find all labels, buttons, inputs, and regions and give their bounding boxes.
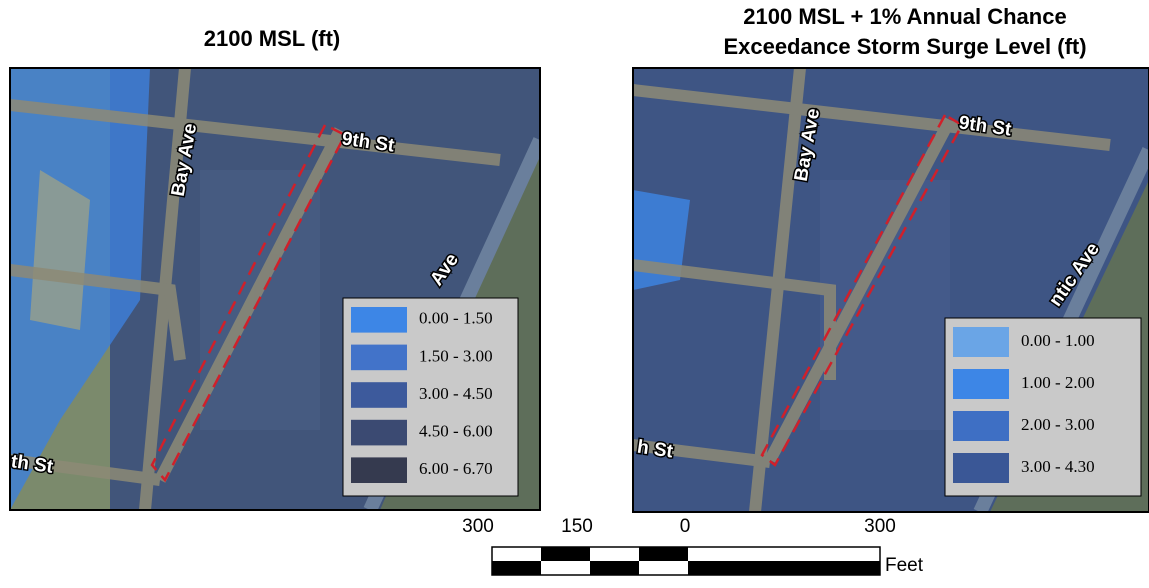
- legend-label: 0.00 - 1.00: [1021, 331, 1095, 350]
- legend-swatch: [351, 457, 407, 483]
- legend-swatch: [351, 307, 407, 333]
- legend-swatch: [351, 345, 407, 371]
- legend-label: 3.00 - 4.50: [419, 384, 493, 403]
- legend-label: 1.50 - 3.00: [419, 346, 493, 365]
- legend-swatch: [351, 382, 407, 408]
- scale-segment: [492, 561, 541, 575]
- legend-swatch: [953, 411, 1009, 441]
- legend-label: 2.00 - 3.00: [1021, 415, 1095, 434]
- legend-swatch: [953, 327, 1009, 357]
- legend-label: 1.00 - 2.00: [1021, 373, 1095, 392]
- legend-label: 0.00 - 1.50: [419, 309, 493, 328]
- scale-tick-label: 150: [561, 516, 593, 537]
- page: 2100 MSL (ft)Bay Ave9th StAveth St0.00 -…: [0, 0, 1149, 583]
- scale-segment: [639, 547, 688, 561]
- legend-swatch: [953, 453, 1009, 483]
- legend-label: 4.50 - 6.00: [419, 422, 493, 441]
- scale-segment: [541, 547, 590, 561]
- scale-tick-label: 300: [864, 516, 896, 537]
- legend-label: 3.00 - 4.30: [1021, 457, 1095, 476]
- legend-swatch: [953, 369, 1009, 399]
- scale-segment: [688, 561, 880, 575]
- scale-tick-label: 0: [680, 516, 691, 537]
- scale-unit: Feet: [885, 555, 924, 576]
- scale-tick-label: 300: [462, 516, 494, 537]
- scale-segment: [590, 561, 639, 575]
- panel-title: Exceedance Storm Surge Level (ft): [723, 34, 1086, 59]
- panel-title: 2100 MSL (ft): [204, 26, 341, 51]
- legend-label: 6.00 - 6.70: [419, 459, 493, 478]
- panel-title: 2100 MSL + 1% Annual Chance: [743, 4, 1066, 29]
- legend-swatch: [351, 420, 407, 446]
